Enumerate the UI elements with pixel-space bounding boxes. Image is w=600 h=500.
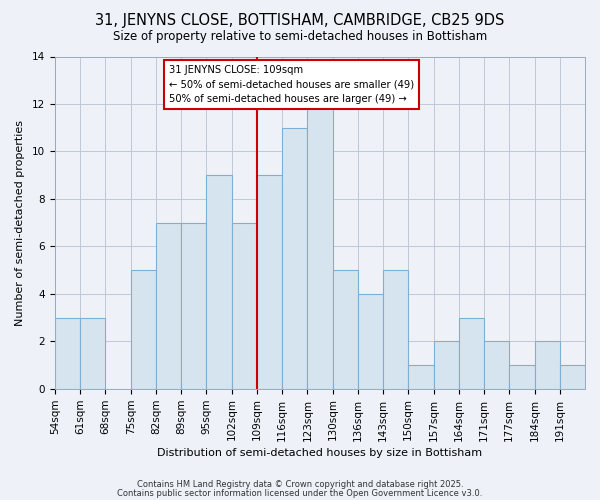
Bar [307, 104, 332, 389]
Bar [257, 175, 282, 388]
Bar [232, 222, 257, 388]
Bar [80, 318, 106, 388]
Bar [131, 270, 156, 388]
Bar [332, 270, 358, 388]
Bar [484, 341, 509, 388]
Bar [459, 318, 484, 388]
Text: Contains public sector information licensed under the Open Government Licence v3: Contains public sector information licen… [118, 488, 482, 498]
Bar [282, 128, 307, 388]
Bar [509, 365, 535, 388]
Text: 31 JENYNS CLOSE: 109sqm
← 50% of semi-detached houses are smaller (49)
50% of se: 31 JENYNS CLOSE: 109sqm ← 50% of semi-de… [169, 65, 413, 104]
Bar [55, 318, 80, 388]
Text: Contains HM Land Registry data © Crown copyright and database right 2025.: Contains HM Land Registry data © Crown c… [137, 480, 463, 489]
Bar [434, 341, 459, 388]
Bar [383, 270, 409, 388]
Bar [535, 341, 560, 388]
Bar [156, 222, 181, 388]
Text: 31, JENYNS CLOSE, BOTTISHAM, CAMBRIDGE, CB25 9DS: 31, JENYNS CLOSE, BOTTISHAM, CAMBRIDGE, … [95, 12, 505, 28]
Text: Size of property relative to semi-detached houses in Bottisham: Size of property relative to semi-detach… [113, 30, 487, 43]
X-axis label: Distribution of semi-detached houses by size in Bottisham: Distribution of semi-detached houses by … [157, 448, 482, 458]
Bar [560, 365, 585, 388]
Bar [181, 222, 206, 388]
Bar [409, 365, 434, 388]
Bar [206, 175, 232, 388]
Y-axis label: Number of semi-detached properties: Number of semi-detached properties [15, 120, 25, 326]
Bar [358, 294, 383, 388]
